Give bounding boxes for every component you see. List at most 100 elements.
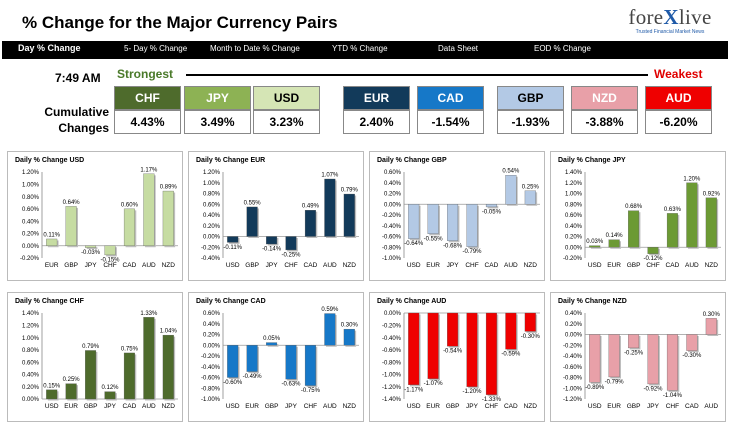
x-tick-label: NZD bbox=[162, 403, 176, 410]
y-tick-label: 0.40% bbox=[565, 224, 583, 230]
x-tick-label: EUR bbox=[45, 262, 59, 269]
x-tick-label: EUR bbox=[245, 403, 259, 410]
y-tick-label: 0.20% bbox=[203, 333, 221, 339]
bar-aud bbox=[705, 318, 717, 335]
data-label: -0.75% bbox=[301, 388, 321, 394]
bar-jpy bbox=[285, 345, 297, 380]
data-label: -0.25% bbox=[624, 350, 644, 356]
data-label: -1.33% bbox=[482, 397, 502, 403]
y-tick-label: 0.80% bbox=[22, 195, 40, 201]
y-tick-label: 0.20% bbox=[22, 385, 40, 391]
bar-eur bbox=[65, 383, 77, 400]
y-tick-label: 0.60% bbox=[203, 202, 221, 208]
y-tick-label: 0.60% bbox=[22, 207, 40, 213]
bar-gbp bbox=[628, 334, 640, 349]
data-label: 0.63% bbox=[664, 207, 682, 213]
y-tick-label: 0.40% bbox=[22, 373, 40, 379]
x-tick-label: AUD bbox=[323, 403, 337, 410]
forexlive-logo[interactable]: foreXlive Trusted Financial Market News bbox=[614, 5, 726, 41]
tab-ytd-change[interactable]: YTD % Change bbox=[332, 44, 388, 53]
bar-chart-chf: 0.00% 0.20% 0.40% 0.60% 0.80% 1.00% 1.20% 1.40%… bbox=[22, 311, 178, 410]
data-label: 0.89% bbox=[160, 185, 178, 191]
y-tick-label: -1.00% bbox=[382, 256, 402, 262]
tab-day-change[interactable]: Day % Change bbox=[18, 43, 81, 53]
data-label: 0.49% bbox=[302, 204, 320, 210]
strongest-label: Strongest bbox=[117, 67, 174, 81]
x-tick-label: CHF bbox=[646, 262, 659, 269]
bar-usd bbox=[589, 245, 601, 248]
page-header: % Change for the Major Currency Pairs fo… bbox=[2, 2, 728, 42]
y-tick-label: 0.40% bbox=[565, 311, 583, 317]
bar-nzd bbox=[524, 190, 536, 205]
bar-usd bbox=[46, 389, 58, 400]
y-tick-label: 0.80% bbox=[203, 192, 221, 198]
y-tick-label: -0.80% bbox=[382, 360, 402, 366]
bar-aud bbox=[324, 313, 336, 346]
bar-chf bbox=[304, 345, 316, 386]
bar-usd bbox=[227, 345, 239, 378]
chart-title: Daily % Change AUD bbox=[377, 298, 447, 305]
y-tick-label: -0.40% bbox=[563, 354, 583, 360]
data-label: 0.54% bbox=[502, 169, 520, 175]
tab-data-sheet[interactable]: Data Sheet bbox=[438, 44, 479, 53]
chart-panel-cad: Daily % Change CAD -1.00% -0.80% -0.60% -0.4… bbox=[188, 292, 364, 422]
x-tick-label: USD bbox=[45, 403, 59, 410]
x-tick-label: JPY bbox=[647, 403, 660, 410]
bar-aud bbox=[143, 317, 155, 400]
bar-gbp bbox=[266, 342, 278, 346]
bar-gbp bbox=[447, 312, 459, 347]
chart-title: Daily % Change CHF bbox=[15, 298, 84, 305]
data-label: -0.25% bbox=[281, 252, 301, 258]
y-tick-label: -1.00% bbox=[563, 386, 583, 392]
x-tick-label: CHF bbox=[284, 262, 297, 269]
currency-code-aud: AUD bbox=[645, 86, 712, 110]
y-tick-label: -0.80% bbox=[201, 386, 221, 392]
bar-cad bbox=[505, 312, 517, 350]
y-tick-label: 0.00% bbox=[565, 333, 583, 339]
bar-usd bbox=[589, 334, 601, 383]
y-tick-label: 1.40% bbox=[22, 311, 40, 317]
data-label: 0.12% bbox=[101, 385, 119, 391]
x-tick-label: USD bbox=[588, 403, 602, 410]
y-tick-label: 0.00% bbox=[384, 202, 402, 208]
chart-title: Daily % Change NZD bbox=[558, 298, 627, 305]
data-label: 1.20% bbox=[683, 176, 701, 182]
tab-month-to-date-change[interactable]: Month to Date % Change bbox=[210, 44, 300, 53]
x-tick-label: GBP bbox=[64, 262, 78, 269]
bar-shadow bbox=[590, 247, 602, 249]
bar-cad bbox=[123, 352, 135, 400]
y-tick-label: 1.20% bbox=[203, 170, 221, 176]
x-tick-label: JPY bbox=[466, 403, 479, 410]
x-tick-label: AUD bbox=[142, 403, 156, 410]
tab-eod-change[interactable]: EOD % Change bbox=[534, 44, 591, 53]
bar-chf bbox=[466, 204, 478, 247]
bar-jpy bbox=[85, 245, 97, 248]
x-tick-label: CAD bbox=[504, 403, 518, 410]
y-tick-label: -0.60% bbox=[201, 376, 221, 382]
data-label: -0.89% bbox=[585, 385, 605, 391]
y-tick-label: 0.40% bbox=[203, 322, 221, 328]
y-tick-label: 1.00% bbox=[22, 182, 40, 188]
cumulative-value-gbp: -1.93% bbox=[497, 110, 564, 134]
data-label: 0.64% bbox=[63, 200, 81, 206]
currency-code-usd: USD bbox=[253, 86, 320, 110]
x-tick-label: USD bbox=[226, 262, 240, 269]
bar-nzd bbox=[343, 193, 355, 237]
bar-gbp bbox=[628, 210, 640, 248]
chart-panel-gbp: Daily % Change GBP -1.00% -0.80% -0.60% -0.4… bbox=[369, 151, 545, 281]
bar-aud bbox=[324, 178, 336, 237]
bar-chart-usd: -0.20% 0.00% 0.20% 0.40% 0.60% 0.80% 1.00% 1.20… bbox=[20, 167, 178, 269]
x-tick-label: GBP bbox=[84, 403, 98, 410]
x-tick-label: USD bbox=[407, 262, 421, 269]
tab-5-day-change[interactable]: 5- Day % Change bbox=[124, 44, 188, 53]
weakest-label: Weakest bbox=[654, 67, 703, 81]
y-tick-label: 0.00% bbox=[565, 245, 583, 251]
data-label: -0.64% bbox=[404, 241, 424, 247]
y-tick-label: 0.20% bbox=[565, 235, 583, 241]
data-label: -1.17% bbox=[404, 387, 424, 393]
data-label: 0.05% bbox=[263, 336, 281, 342]
bar-nzd bbox=[162, 190, 174, 246]
chart-title: Daily % Change JPY bbox=[558, 157, 626, 164]
x-tick-label: CHF bbox=[465, 262, 478, 269]
